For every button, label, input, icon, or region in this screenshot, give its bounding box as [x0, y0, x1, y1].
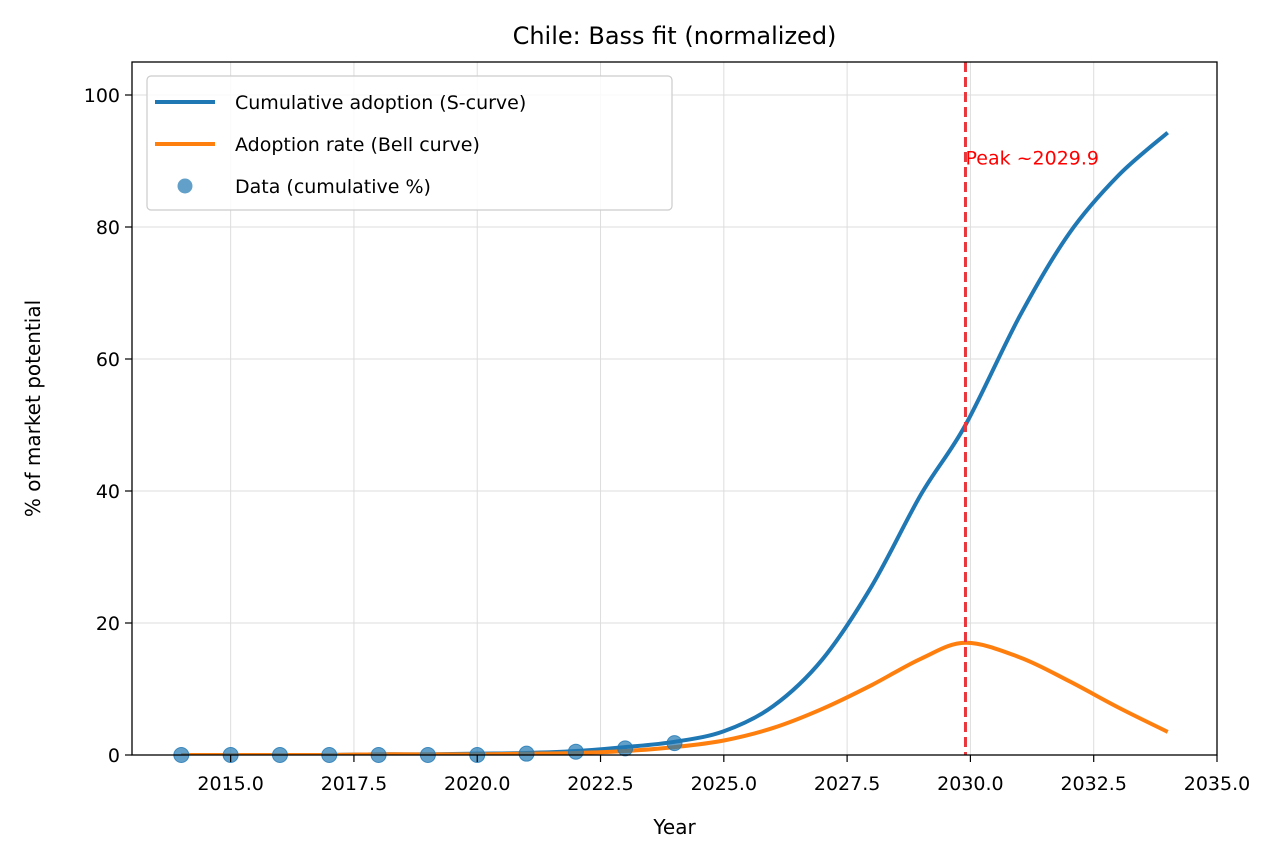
- data-point: [617, 740, 634, 757]
- axes-frame: [131, 61, 1218, 756]
- y-tick-label: 60: [96, 349, 120, 371]
- y-tick-label: 20: [96, 613, 120, 635]
- legend: Cumulative adoption (S-curve) Adoption ra…: [146, 75, 673, 211]
- x-tick-label: 2017.5: [321, 773, 387, 795]
- x-tick-label: 2025.0: [691, 773, 757, 795]
- y-tick-label: 100: [84, 85, 120, 107]
- x-tick-label: 2030.0: [937, 773, 1003, 795]
- legend-label: Data (cumulative %): [235, 176, 431, 198]
- data-point: [666, 735, 683, 752]
- peak-annotation: Peak ~2029.9: [965, 148, 1099, 170]
- y-axis-label: % of market potential: [21, 300, 45, 517]
- y-tick-label: 80: [96, 217, 120, 239]
- y-tick-label: 0: [108, 745, 120, 767]
- x-tick-label: 2027.5: [814, 773, 880, 795]
- data-point: [567, 743, 584, 760]
- x-axis: 2015.0 2017.5 2020.0 2022.5 2025.0 2027.5 2030…: [197, 755, 1250, 795]
- x-tick-label: 2022.5: [567, 773, 633, 795]
- legend-label: Cumulative adoption (S-curve): [235, 92, 526, 114]
- legend-box: [146, 75, 673, 211]
- chart-title: Chile: Bass fit (normalized): [513, 22, 837, 50]
- legend-label: Adoption rate (Bell curve): [235, 134, 480, 156]
- x-axis-label: Year: [652, 815, 696, 839]
- data-point: [518, 745, 535, 762]
- x-tick-label: 2020.0: [444, 773, 510, 795]
- y-tick-label: 40: [96, 481, 120, 503]
- x-tick-label: 2032.5: [1060, 773, 1126, 795]
- y-axis: 0 20 40 60 80 100: [84, 85, 132, 767]
- x-tick-label: 2015.0: [197, 773, 263, 795]
- x-tick-label: 2035.0: [1184, 773, 1250, 795]
- legend-swatch-marker: [177, 178, 193, 194]
